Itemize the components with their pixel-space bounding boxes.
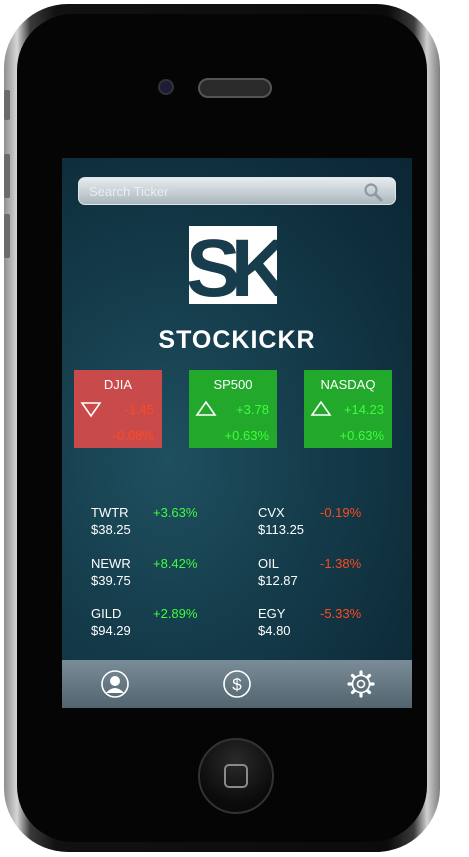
stock-price: $4.80 — [258, 623, 291, 638]
stock-percent: -5.33% — [320, 606, 362, 621]
volume-up-button — [4, 154, 10, 198]
index-card-djia[interactable]: DJIA -1.45 -0.08% — [74, 370, 162, 448]
index-percent: +0.63% — [224, 428, 269, 443]
stock-ticker: TWTR — [91, 505, 129, 520]
gear-icon[interactable] — [346, 669, 376, 699]
home-button[interactable] — [198, 738, 274, 814]
volume-down-button — [4, 214, 10, 258]
index-card-sp500[interactable]: SP500 +3.78 +0.63% — [189, 370, 277, 448]
index-change: +14.23 — [343, 402, 384, 417]
stock-percent: -0.19% — [320, 505, 362, 520]
app-title: STOCKICKR — [158, 326, 316, 354]
stock-price: $94.29 — [91, 623, 131, 638]
index-percent: +0.63% — [339, 428, 384, 443]
index-card-nasdaq[interactable]: NASDAQ +14.23 +0.63% — [304, 370, 392, 448]
profile-icon[interactable] — [100, 669, 130, 699]
index-name: DJIA — [103, 377, 133, 392]
svg-text:$: $ — [232, 675, 242, 694]
stock-item-newr[interactable]: NEWR $39.75 +8.42% — [91, 555, 197, 589]
app-screen: Search Ticker SK STOCKICKR DJIA -1.45 -0… — [62, 158, 412, 708]
mute-switch — [4, 90, 10, 120]
index-percent: -0.08% — [112, 428, 154, 443]
stock-item-oil[interactable]: OIL $12.87 -1.38% — [258, 555, 361, 589]
stock-percent: +2.89% — [153, 606, 198, 621]
stock-ticker: GILD — [91, 606, 122, 621]
search-icon[interactable] — [363, 182, 383, 202]
stock-percent: +3.63% — [153, 505, 198, 520]
earpiece-speaker — [198, 78, 272, 98]
search-placeholder: Search Ticker — [89, 184, 169, 199]
stock-item-cvx[interactable]: CVX $113.25 -0.19% — [258, 504, 361, 538]
stock-price: $39.75 — [91, 573, 131, 588]
front-camera — [158, 79, 174, 95]
tab-bar: $ — [62, 660, 412, 708]
stock-ticker: EGY — [258, 606, 286, 621]
stock-price: $113.25 — [258, 522, 305, 537]
stock-price: $38.25 — [91, 522, 131, 537]
index-name: SP500 — [213, 377, 253, 392]
index-change: -1.45 — [124, 402, 154, 417]
stock-price: $12.87 — [258, 573, 298, 588]
index-change: +3.78 — [236, 402, 269, 417]
stock-percent: +8.42% — [153, 556, 198, 571]
dollar-icon[interactable]: $ — [222, 669, 252, 699]
index-name: NASDAQ — [320, 377, 376, 392]
home-square-icon — [224, 764, 248, 788]
up-triangle-icon — [310, 400, 332, 416]
search-bar[interactable]: Search Ticker — [78, 177, 396, 205]
stock-ticker: CVX — [258, 505, 285, 520]
up-triangle-icon — [195, 400, 217, 416]
stock-ticker: NEWR — [91, 556, 131, 571]
down-triangle-icon — [80, 402, 102, 418]
logo-text: SK — [189, 226, 277, 304]
stockickr-logo: SK — [189, 226, 277, 304]
stock-percent: -1.38% — [320, 556, 362, 571]
stock-item-twtr[interactable]: TWTR $38.25 +3.63% — [91, 504, 197, 538]
stock-item-gild[interactable]: GILD $94.29 +2.89% — [91, 605, 197, 639]
stock-ticker: OIL — [258, 556, 279, 571]
stock-item-egy[interactable]: EGY $4.80 -5.33% — [258, 605, 361, 639]
